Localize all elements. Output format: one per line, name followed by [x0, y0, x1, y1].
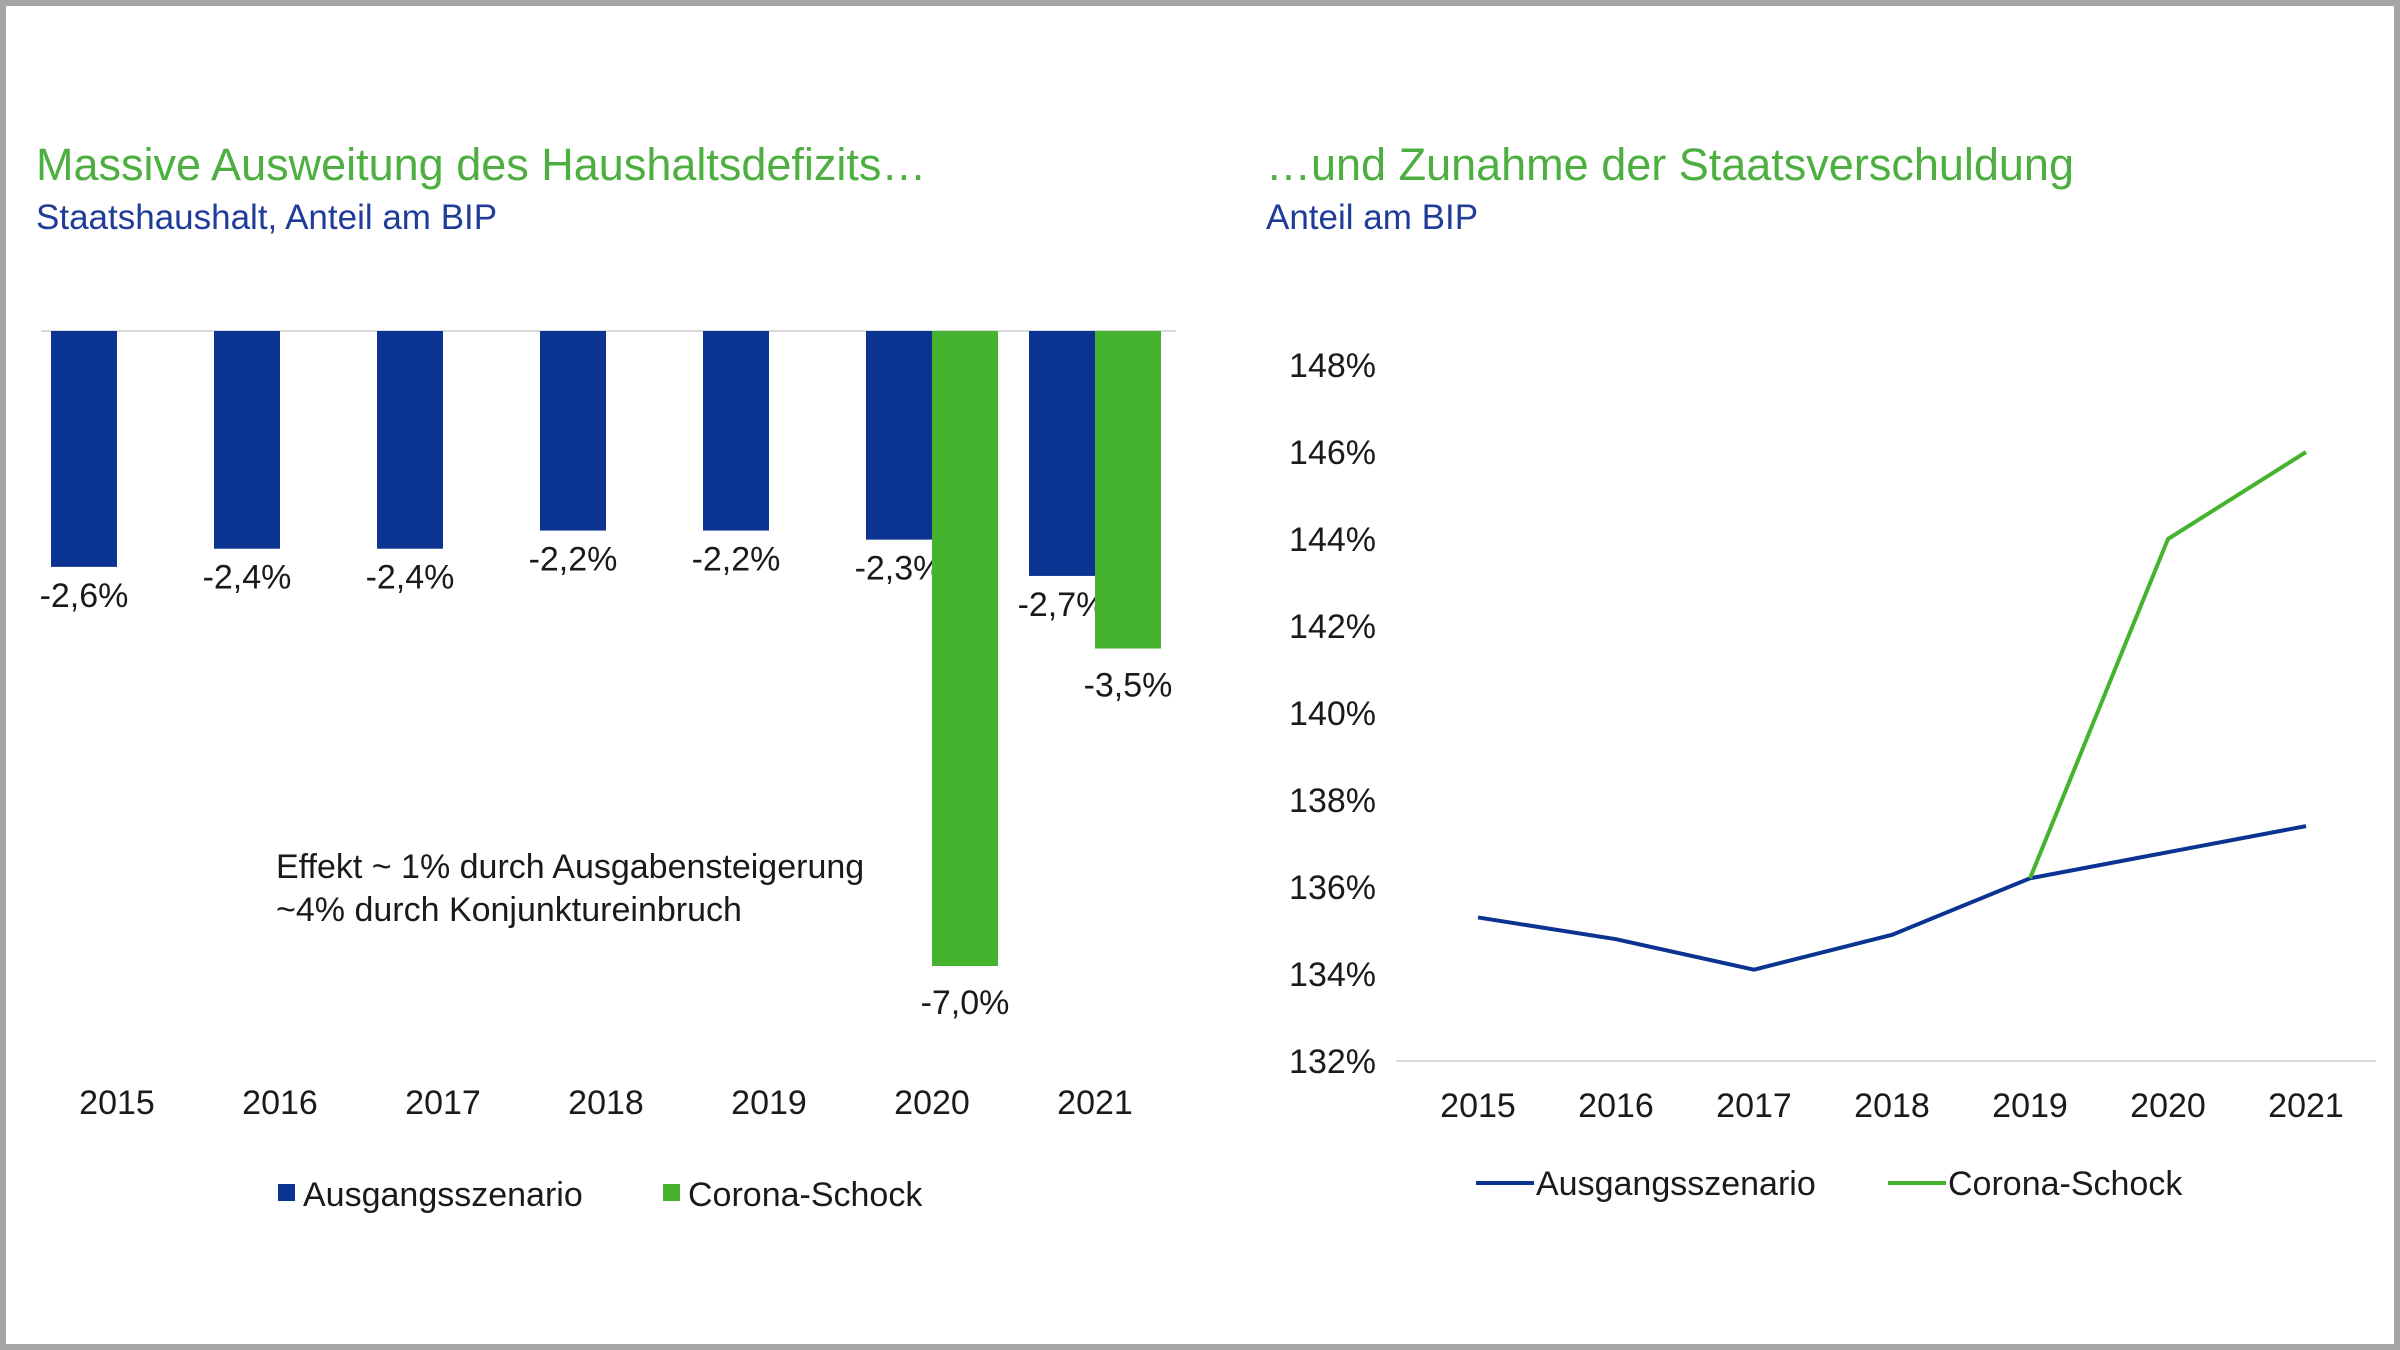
x-tick-label-2021: 2021	[2268, 1087, 2344, 1125]
chart-annotation: Effekt ~ 1% durch Ausgabensteigerung ~4%…	[276, 846, 864, 932]
x-tick-label-2020: 2020	[894, 1084, 970, 1122]
x-tick-label-2016: 2016	[1578, 1087, 1654, 1125]
annotation-line-1: Effekt ~ 1% durch Ausgabensteigerung	[276, 848, 865, 886]
left-chart-title: Massive Ausweitung des Haushaltsdefizits…	[36, 139, 927, 190]
x-tick-label-2019: 2019	[731, 1084, 807, 1122]
right-chart-title: …und Zunahme der Staatsverschuldung	[1266, 139, 2074, 190]
legend-label-ausgangsszenario: Ausgangsszenario	[1536, 1165, 1816, 1203]
bar-ausgangsszenario-2015	[51, 331, 117, 567]
y-tick-label-142: 142%	[1289, 608, 1376, 646]
x-tick-label-2015: 2015	[79, 1084, 155, 1122]
bar-ausgangsszenario-2019	[703, 331, 769, 531]
x-tick-label-2020: 2020	[2130, 1087, 2206, 1125]
data-label-ausgangsszenario-2021: -2,7%	[1018, 586, 1107, 624]
data-label-corona-2020: -7,0%	[921, 984, 1010, 1022]
line-ausgangsszenario	[1477, 824, 2307, 972]
legend-label-ausgangsszenario: Ausgangsszenario	[303, 1176, 583, 1214]
y-tick-label-134: 134%	[1289, 956, 1376, 994]
legend-swatch-ausgangsszenario	[278, 1184, 295, 1201]
legend-swatch-corona	[663, 1184, 680, 1201]
legend-label-corona: Corona-Schock	[688, 1176, 923, 1214]
y-tick-label-144: 144%	[1289, 521, 1376, 559]
data-label-ausgangsszenario-2018: -2,2%	[529, 541, 618, 579]
bar-ausgangsszenario-2017	[377, 331, 443, 549]
right-chart-subtitle: Anteil am BIP	[1266, 198, 1479, 237]
x-tick-label-2017: 2017	[1716, 1087, 1792, 1125]
x-tick-label-2018: 2018	[568, 1084, 644, 1122]
x-tick-label-2021: 2021	[1057, 1084, 1133, 1122]
annotation-line-2: ~4% durch Konjunktureinbruch	[276, 891, 742, 929]
line-corona	[2028, 450, 2308, 880]
x-tick-label-2015: 2015	[1440, 1087, 1516, 1125]
x-tick-label-2017: 2017	[405, 1084, 481, 1122]
left-chart-subtitle: Staatshaushalt, Anteil am BIP	[36, 198, 498, 237]
data-label-ausgangsszenario-2020: -2,3%	[855, 550, 944, 588]
data-label-ausgangsszenario-2015: -2,6%	[40, 577, 129, 615]
data-label-ausgangsszenario-2017: -2,4%	[366, 559, 455, 597]
bar-ausgangsszenario-2018	[540, 331, 606, 531]
x-tick-label-2019: 2019	[1992, 1087, 2068, 1125]
bar-ausgangsszenario-2021	[1029, 331, 1095, 576]
data-label-corona-2021: -3,5%	[1084, 667, 1173, 705]
y-tick-label-136: 136%	[1289, 869, 1376, 907]
y-tick-label-146: 146%	[1289, 434, 1376, 472]
x-tick-label-2016: 2016	[242, 1084, 318, 1122]
bar-ausgangsszenario-2020	[866, 331, 932, 540]
y-tick-label-140: 140%	[1289, 695, 1376, 733]
bar-corona-2020	[932, 331, 998, 966]
debt-line-chart: 132% 134% 136% 138% 140% 142% 144% 146% 148% 2015…	[1289, 347, 2376, 1203]
y-tick-label-148: 148%	[1289, 347, 1376, 385]
y-tick-label-132: 132%	[1289, 1043, 1376, 1081]
data-label-ausgangsszenario-2016: -2,4%	[203, 559, 292, 597]
bar-corona-2021	[1095, 331, 1161, 649]
x-tick-label-2018: 2018	[1854, 1087, 1930, 1125]
deficit-bar-chart: -2,6% 2015 -2,4% 2016 -2,4% 2017 -2,2% 2018 -2,2…	[40, 330, 1176, 1214]
legend-label-corona: Corona-Schock	[1948, 1165, 2183, 1203]
bar-ausgangsszenario-2016	[214, 331, 280, 549]
y-tick-label-138: 138%	[1289, 782, 1376, 820]
data-label-ausgangsszenario-2019: -2,2%	[692, 541, 781, 579]
